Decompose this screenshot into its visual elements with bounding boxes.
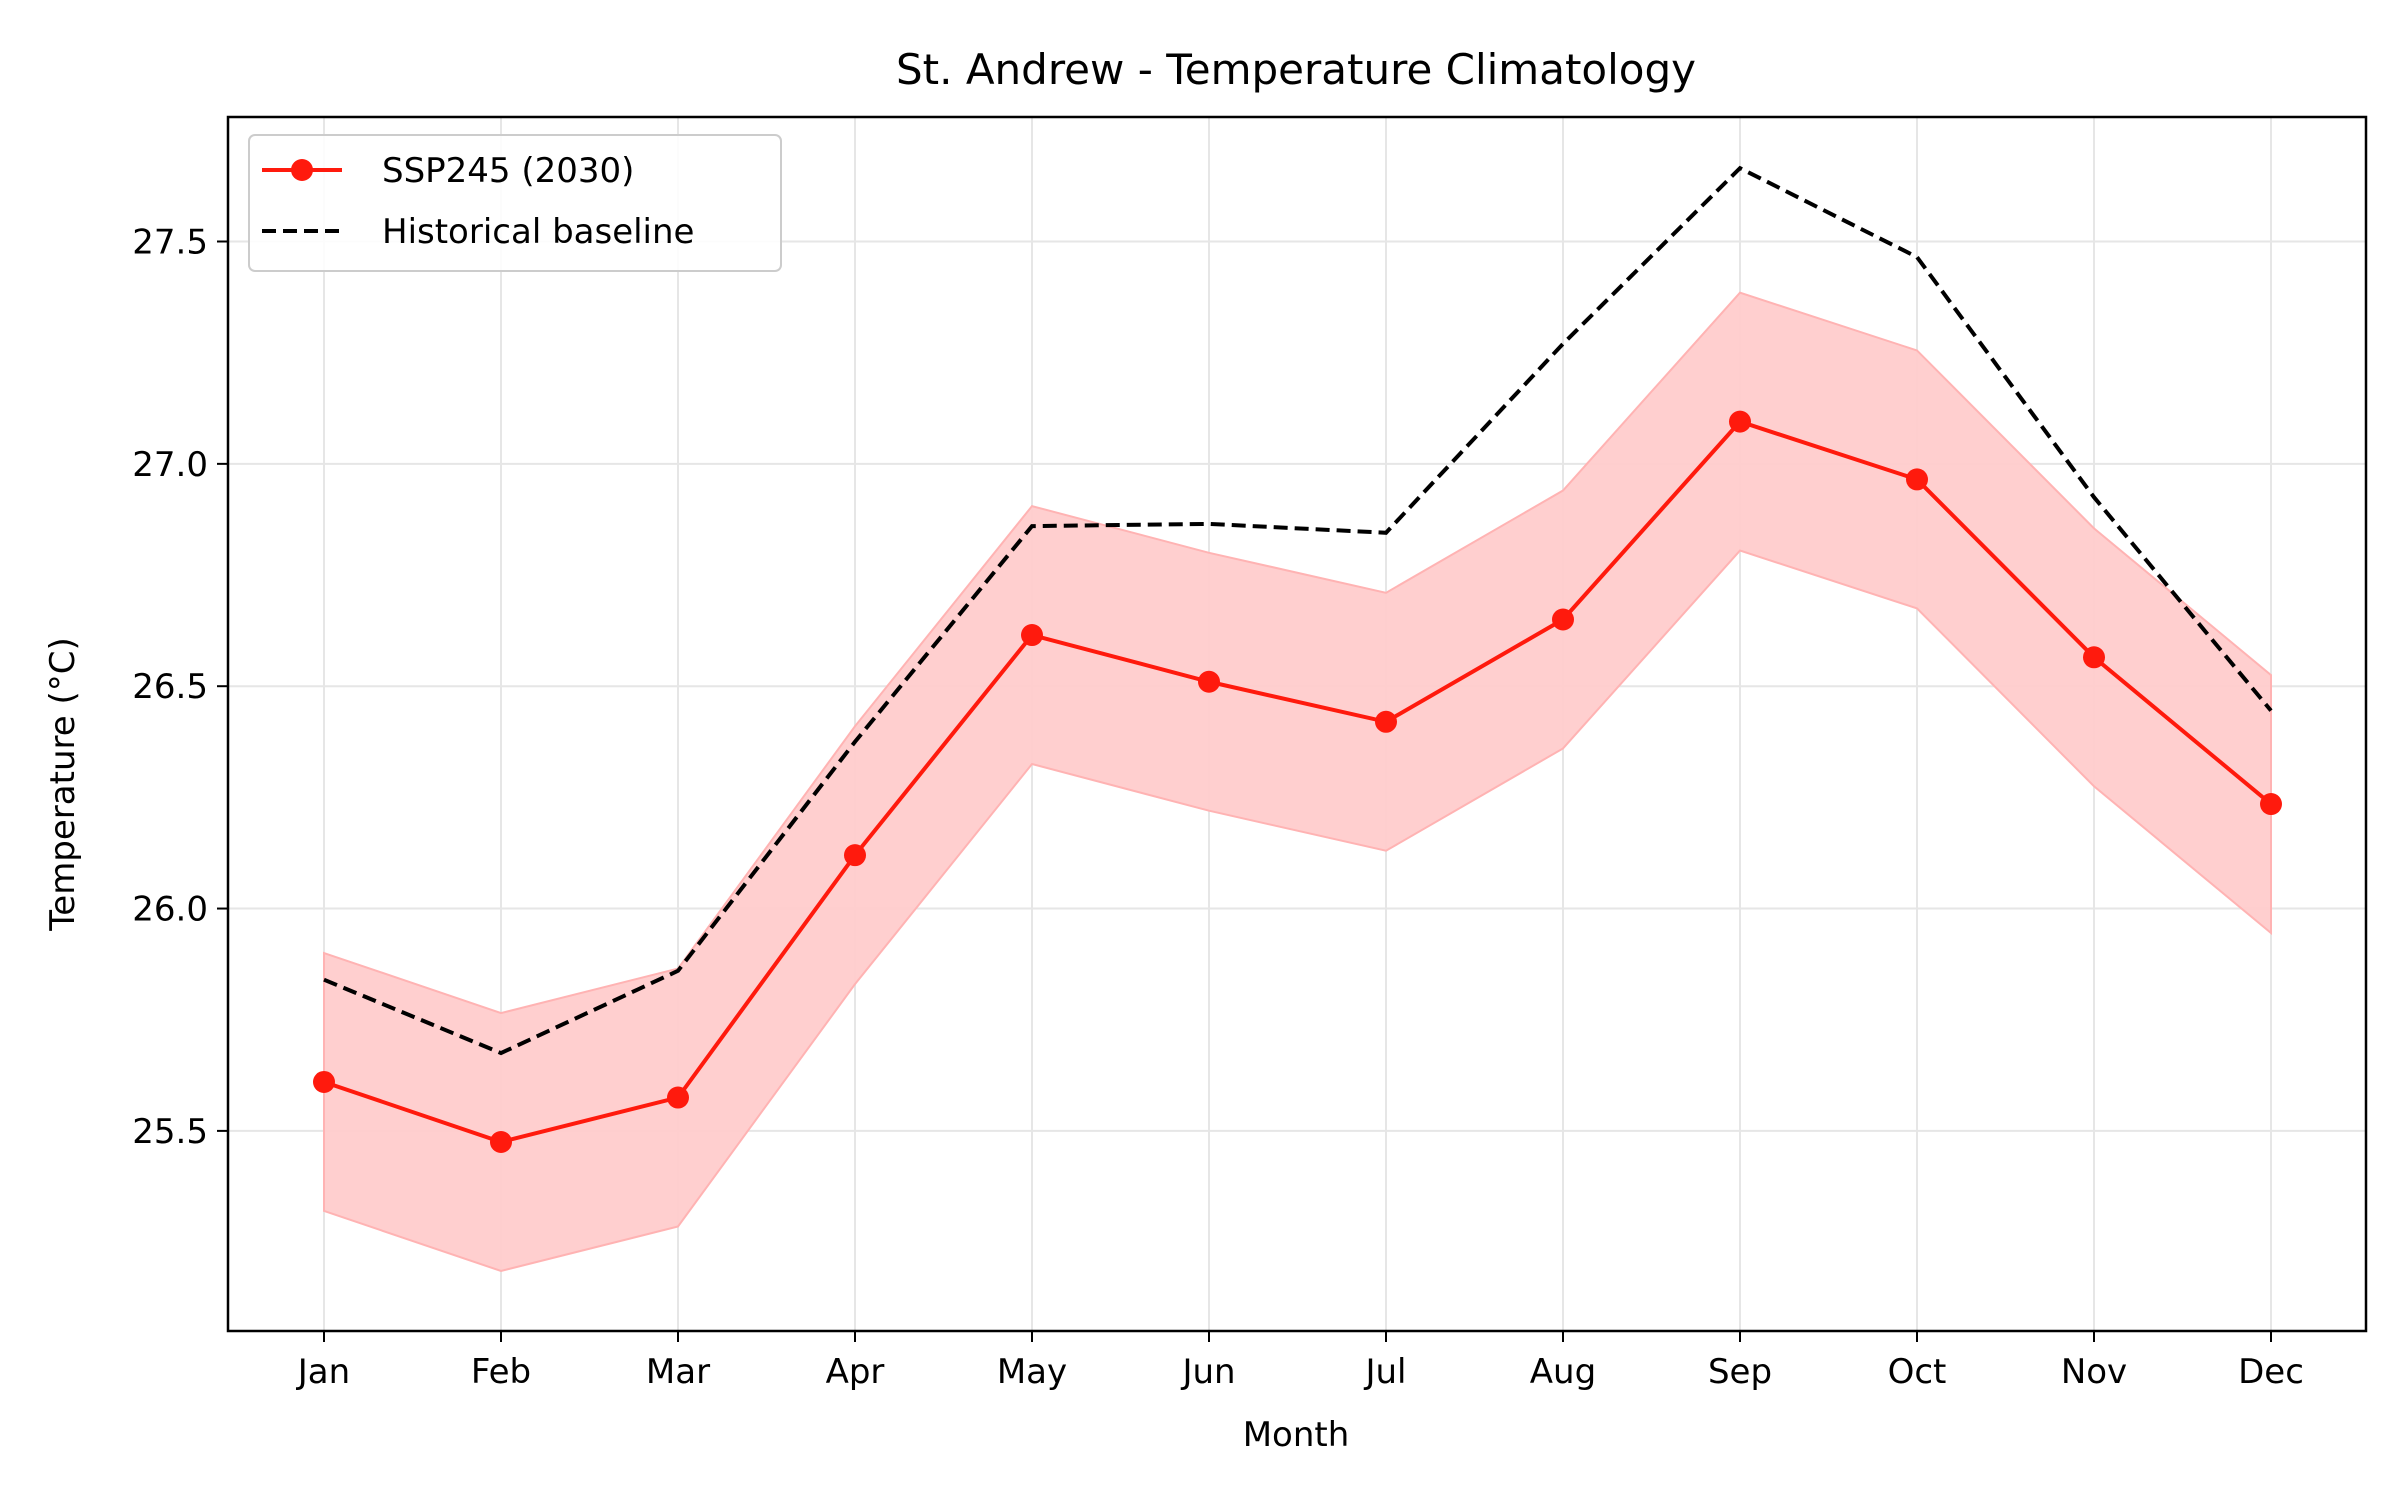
x-tick-label: Sep	[1708, 1352, 1772, 1392]
x-tick-label: Jun	[1180, 1352, 1235, 1392]
x-tick-label: Feb	[471, 1352, 531, 1392]
plot-frame	[226, 115, 2368, 1333]
legend: SSP245 (2030) Historical baseline	[248, 134, 782, 272]
y-tick-label: 26.5	[132, 667, 208, 707]
series-line-ssp245	[323, 419, 2273, 1145]
series-marker-layer	[313, 410, 2282, 1154]
x-tick-label: Dec	[2238, 1352, 2304, 1392]
data-point-ssp245	[2083, 646, 2105, 669]
data-point-ssp245	[490, 1131, 512, 1154]
uncertainty-band-ssp245	[323, 291, 2272, 1273]
y-tick-label: 26.0	[132, 890, 208, 930]
data-point-ssp245	[313, 1070, 335, 1093]
x-tick-label: May	[997, 1352, 1067, 1392]
data-point-ssp245	[1729, 410, 1751, 433]
series-line-layer	[323, 165, 2273, 1145]
x-tick-label: Mar	[646, 1352, 710, 1392]
x-axis-label: Month	[1243, 1415, 1350, 1455]
tick-layer: Jan Feb Mar Apr May Jun Jul Aug Sep Oct Nov Dec 25.5…	[132, 223, 2304, 1392]
legend-box	[248, 134, 782, 272]
data-point-ssp245	[1906, 468, 1928, 491]
data-point-ssp245	[1552, 608, 1574, 631]
legend-label-ssp245: SSP245 (2030)	[382, 151, 634, 191]
y-tick-label: 27.0	[132, 445, 208, 485]
data-point-ssp245	[2260, 793, 2282, 816]
data-point-ssp245	[1198, 670, 1220, 693]
legend-swatch-ssp245-marker	[291, 159, 313, 181]
y-tick-label: 25.5	[132, 1112, 208, 1152]
data-point-ssp245	[1375, 710, 1397, 733]
data-point-ssp245	[667, 1086, 689, 1109]
x-tick-label: Nov	[2061, 1352, 2127, 1392]
legend-label-historical: Historical baseline	[382, 212, 694, 252]
uncertainty-band-layer	[323, 291, 2272, 1273]
x-tick-label: Apr	[826, 1352, 885, 1392]
x-tick-label: Jul	[1363, 1352, 1406, 1392]
x-tick-label: Jan	[296, 1352, 350, 1392]
data-point-ssp245	[844, 844, 866, 867]
data-point-ssp245	[1021, 624, 1043, 647]
x-tick-label: Aug	[1530, 1352, 1596, 1392]
y-axis-label: Temperature (°C)	[43, 637, 83, 931]
chart-title: St. Andrew - Temperature Climatology	[896, 45, 1696, 94]
y-tick-label: 27.5	[132, 223, 208, 263]
x-tick-label: Oct	[1888, 1352, 1947, 1392]
series-line-historical-baseline	[323, 165, 2273, 1056]
